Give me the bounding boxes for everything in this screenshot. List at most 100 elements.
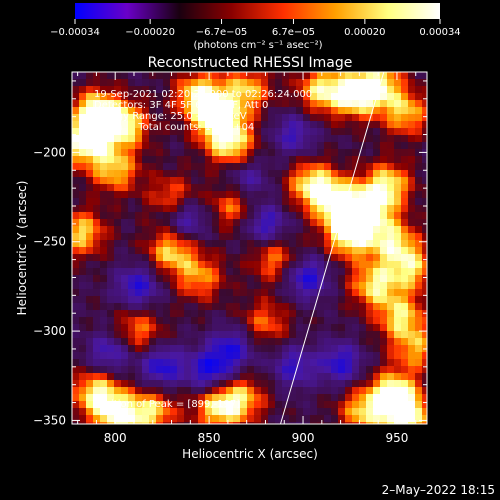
heatmap-cell	[296, 254, 304, 262]
heatmap-cell	[338, 233, 346, 241]
heatmap-cell	[247, 247, 255, 255]
heatmap-cell	[121, 142, 129, 150]
heatmap-cell	[422, 289, 427, 297]
heatmap-cell	[380, 359, 388, 367]
heatmap-cell	[401, 401, 409, 409]
heatmap-cell	[100, 191, 108, 199]
heatmap-cell	[310, 408, 318, 416]
heatmap-cell	[289, 128, 297, 136]
heatmap-cell	[219, 408, 227, 416]
heatmap-cell	[128, 233, 136, 241]
heatmap-cell	[394, 156, 402, 164]
heatmap-cell	[107, 415, 115, 423]
heatmap-cell	[380, 170, 388, 178]
heatmap-cell	[135, 408, 143, 416]
heatmap-cell	[149, 100, 157, 108]
heatmap-cell	[331, 317, 339, 325]
heatmap-cell	[114, 163, 122, 171]
heatmap-cell	[282, 387, 290, 395]
heatmap-cell	[261, 303, 269, 311]
heatmap-cell	[114, 338, 122, 346]
heatmap-cell	[198, 352, 206, 360]
heatmap-cell	[261, 170, 269, 178]
heatmap-cell	[149, 331, 157, 339]
heatmap-cell	[170, 233, 178, 241]
heatmap-cell	[422, 331, 427, 339]
heatmap-cell	[205, 359, 213, 367]
heatmap-cell	[282, 226, 290, 234]
heatmap-cell	[310, 184, 318, 192]
heatmap-cell	[331, 149, 339, 157]
heatmap-cell	[296, 275, 304, 283]
heatmap-cell	[268, 247, 276, 255]
heatmap-cell	[205, 317, 213, 325]
heatmap-cell	[198, 191, 206, 199]
heatmap-cell	[331, 261, 339, 269]
heatmap-cell	[240, 387, 248, 395]
heatmap-cell	[107, 191, 115, 199]
heatmap-cell	[226, 422, 234, 424]
heatmap-cell	[205, 289, 213, 297]
heatmap-cell	[366, 303, 374, 311]
heatmap-cell	[93, 310, 101, 318]
heatmap-cell	[240, 296, 248, 304]
heatmap-cell	[170, 324, 178, 332]
heatmap-cell	[128, 240, 136, 248]
heatmap-cell	[226, 394, 234, 402]
heatmap-cell	[303, 317, 311, 325]
heatmap-cell	[380, 324, 388, 332]
heatmap-cell	[366, 296, 374, 304]
heatmap-cell	[415, 401, 423, 409]
heatmap-cell	[107, 289, 115, 297]
heatmap-cell	[345, 93, 353, 101]
heatmap-cell	[324, 219, 332, 227]
heatmap-cell	[163, 282, 171, 290]
heatmap-cell	[114, 219, 122, 227]
heatmap-cell	[310, 107, 318, 115]
heatmap-cell	[79, 352, 87, 360]
heatmap-cell	[163, 93, 171, 101]
heatmap-cell	[261, 121, 269, 129]
heatmap-cell	[408, 86, 416, 94]
heatmap-cell	[184, 247, 192, 255]
heatmap-cell	[79, 121, 87, 129]
heatmap-cell	[219, 296, 227, 304]
heatmap-cell	[240, 373, 248, 381]
heatmap-cell	[226, 338, 234, 346]
heatmap-cell	[191, 135, 199, 143]
heatmap-cell	[205, 128, 213, 136]
heatmap-cell	[240, 261, 248, 269]
heatmap-cell	[338, 359, 346, 367]
heatmap-cell	[394, 114, 402, 122]
heatmap-cell	[303, 324, 311, 332]
heatmap-cell	[401, 114, 409, 122]
heatmap-cell	[331, 212, 339, 220]
heatmap-cell	[310, 170, 318, 178]
heatmap-cell	[135, 331, 143, 339]
heatmap-cell	[275, 163, 283, 171]
heatmap-cell	[114, 128, 122, 136]
heatmap-cell	[296, 240, 304, 248]
heatmap-cell	[303, 422, 311, 424]
heatmap-cell	[149, 135, 157, 143]
heatmap-cell	[268, 296, 276, 304]
heatmap-cell	[114, 79, 122, 87]
heatmap-cell	[289, 366, 297, 374]
heatmap-cell	[289, 387, 297, 395]
heatmap-cell	[387, 387, 395, 395]
heatmap-cell	[135, 275, 143, 283]
heatmap-cell	[345, 72, 353, 80]
heatmap-cell	[303, 86, 311, 94]
heatmap-cell	[408, 163, 416, 171]
plot-frame	[71, 71, 428, 425]
heatmap-cell	[86, 345, 94, 353]
heatmap-cell	[121, 226, 129, 234]
heatmap-cell	[205, 296, 213, 304]
heatmap-cell	[408, 331, 416, 339]
heatmap-cell	[268, 121, 276, 129]
heatmap-cell	[380, 142, 388, 150]
heatmap-cell	[184, 72, 192, 80]
heatmap-cell	[310, 310, 318, 318]
heatmap-cell	[247, 233, 255, 241]
heatmap-cell	[338, 289, 346, 297]
